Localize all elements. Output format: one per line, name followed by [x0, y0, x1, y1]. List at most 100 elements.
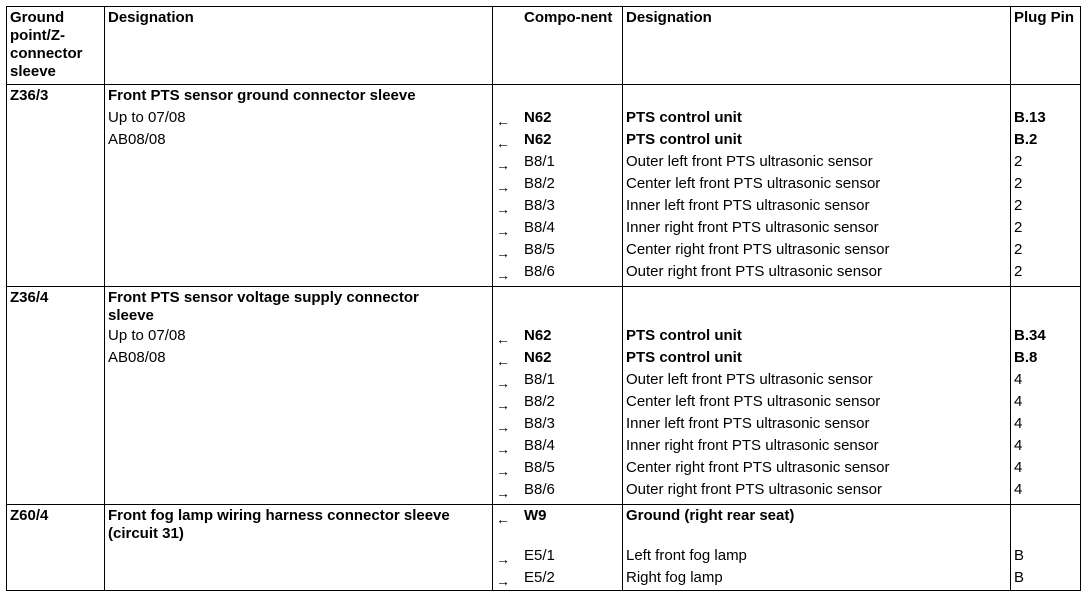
arrow-right-icon: →: [496, 375, 510, 391]
component-id: W9: [524, 507, 547, 524]
component-id: B8/1: [524, 153, 555, 170]
ground-point-id: Z36/4: [10, 289, 49, 306]
plug-pin: 2: [1014, 219, 1023, 236]
component-id: N62: [524, 349, 552, 366]
header-plug-pin: Plug Pin: [1014, 9, 1074, 26]
arrow-right-icon: →: [496, 267, 510, 283]
component-id: B8/4: [524, 219, 555, 236]
component-designation: PTS control unit: [626, 131, 742, 148]
plug-pin: B.8: [1014, 349, 1038, 366]
component-id: B8/6: [524, 263, 555, 280]
component-id: B8/3: [524, 415, 555, 432]
plug-pin: 2: [1014, 153, 1023, 170]
component-id: B8/1: [524, 371, 555, 388]
component-designation: Center right front PTS ultrasonic sensor: [626, 241, 890, 258]
plug-pin: B.2: [1014, 131, 1038, 148]
component-id: B8/2: [524, 175, 555, 192]
plug-pin: 2: [1014, 241, 1023, 258]
plug-pin: 4: [1014, 415, 1023, 432]
table-border-top: [6, 6, 1081, 7]
connector-table: Ground point/Z-connector sleeve Designat…: [6, 6, 1081, 591]
arrow-right-icon: →: [496, 223, 510, 239]
ground-point-id: Z36/3: [10, 87, 49, 104]
component-id: N62: [524, 131, 552, 148]
component-id: E5/1: [524, 547, 555, 564]
plug-pin: 4: [1014, 371, 1023, 388]
component-designation: Center right front PTS ultrasonic sensor: [626, 459, 890, 476]
component-id: B8/5: [524, 459, 555, 476]
component-designation: Inner right front PTS ultrasonic sensor: [626, 437, 879, 454]
component-designation: Outer left front PTS ultrasonic sensor: [626, 371, 873, 388]
component-id: B8/6: [524, 481, 555, 498]
arrow-right-icon: →: [496, 551, 510, 567]
arrow-right-icon: →: [496, 419, 510, 435]
plug-pin: 4: [1014, 393, 1023, 410]
arrow-right-icon: →: [496, 463, 510, 479]
component-id: B8/4: [524, 437, 555, 454]
plug-pin: 4: [1014, 481, 1023, 498]
plug-pin: B.13: [1014, 109, 1046, 126]
arrow-right-icon: →: [496, 397, 510, 413]
date-note: Up to 07/08: [108, 327, 186, 344]
component-designation: Inner right front PTS ultrasonic sensor: [626, 219, 879, 236]
header-ground-point: Ground point/Z-connector sleeve: [10, 9, 83, 80]
section-title: Front PTS sensor ground connector sleeve: [108, 87, 416, 104]
column-divider: [104, 6, 105, 591]
component-designation: Outer right front PTS ultrasonic sensor: [626, 263, 882, 280]
component-designation: Inner left front PTS ultrasonic sensor: [626, 197, 870, 214]
arrow-left-icon: ←: [496, 113, 510, 129]
arrow-left-icon: ←: [496, 353, 510, 369]
component-designation: Outer right front PTS ultrasonic sensor: [626, 481, 882, 498]
component-id: B8/2: [524, 393, 555, 410]
plug-pin: B: [1014, 569, 1025, 586]
arrow-right-icon: →: [496, 573, 510, 589]
component-id: B8/3: [524, 197, 555, 214]
component-id: N62: [524, 109, 552, 126]
section-divider: [6, 286, 1081, 287]
arrow-right-icon: →: [496, 245, 510, 261]
component-designation: PTS control unit: [626, 349, 742, 366]
plug-pin: B.34: [1014, 327, 1046, 344]
component-designation: Outer left front PTS ultrasonic sensor: [626, 153, 873, 170]
table-border-bottom: [6, 590, 1081, 591]
header-designation: Designation: [108, 9, 194, 26]
date-note: AB08/08: [108, 131, 166, 148]
component-designation: PTS control unit: [626, 327, 742, 344]
arrow-right-icon: →: [496, 201, 510, 217]
plug-pin: 2: [1014, 197, 1023, 214]
table-border-right: [1080, 6, 1081, 591]
plug-pin: 2: [1014, 263, 1023, 280]
plug-pin: 4: [1014, 437, 1023, 454]
component-designation: Center left front PTS ultrasonic sensor: [626, 175, 881, 192]
arrow-right-icon: →: [496, 441, 510, 457]
header-component: Compo-nent: [524, 9, 613, 26]
section-title: Front fog lamp wiring harness connector …: [108, 507, 450, 542]
component-designation: Left front fog lamp: [626, 547, 747, 564]
arrow-right-icon: →: [496, 157, 510, 173]
section-divider: [6, 504, 1081, 505]
plug-pin: 4: [1014, 459, 1023, 476]
header-divider: [6, 84, 1081, 85]
date-note: Up to 07/08: [108, 109, 186, 126]
component-designation: Inner left front PTS ultrasonic sensor: [626, 415, 870, 432]
arrow-left-icon: ←: [496, 135, 510, 151]
column-divider: [1010, 6, 1011, 591]
component-designation: Right fog lamp: [626, 569, 723, 586]
plug-pin: 2: [1014, 175, 1023, 192]
table-border-left: [6, 6, 7, 591]
header-designation-2: Designation: [626, 9, 712, 26]
component-id: N62: [524, 327, 552, 344]
ground-point-id: Z60/4: [10, 507, 49, 524]
column-divider: [492, 6, 493, 591]
arrow-left-icon: ←: [496, 511, 510, 527]
column-divider: [622, 6, 623, 591]
component-id: B8/5: [524, 241, 555, 258]
date-note: AB08/08: [108, 349, 166, 366]
arrow-left-icon: ←: [496, 331, 510, 347]
arrow-right-icon: →: [496, 485, 510, 501]
arrow-right-icon: →: [496, 179, 510, 195]
component-designation: PTS control unit: [626, 109, 742, 126]
component-id: E5/2: [524, 569, 555, 586]
component-designation: Ground (right rear seat): [626, 507, 795, 524]
section-title: Front PTS sensor voltage supply connecto…: [108, 289, 419, 324]
